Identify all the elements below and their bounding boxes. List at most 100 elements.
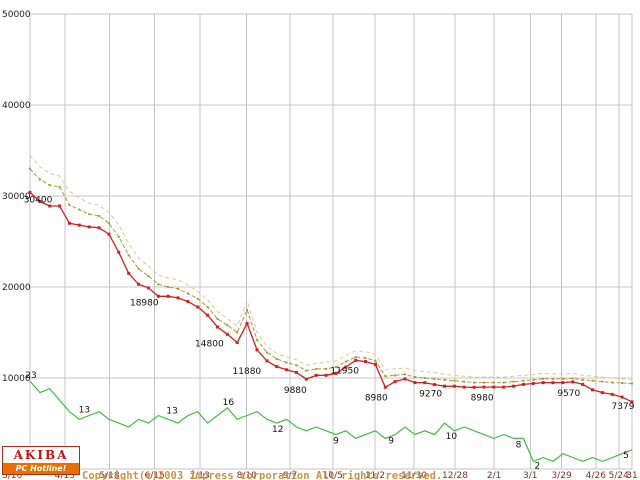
series-marker-solid-red (97, 226, 101, 230)
series-marker-dashed-dark (334, 366, 337, 369)
series-marker-solid-red (38, 200, 42, 203)
x-axis-label: 11/30 (401, 471, 427, 480)
series-marker-dashed-dark (542, 377, 545, 380)
series-marker-dashed-dark (384, 375, 387, 378)
series-marker-solid-red (531, 382, 535, 385)
series-marker-dashed-dark (325, 367, 328, 370)
series-marker-dashed-dark (502, 381, 505, 384)
x-axis-label: 11/2 (365, 471, 385, 480)
series-marker-dashed-dark (275, 357, 278, 360)
x-axis-label: 3/1 (523, 471, 537, 480)
series-marker-dashed-dark (591, 379, 594, 382)
series-marker-dashed-dark (206, 306, 209, 308)
series-marker-dashed-dark (354, 356, 357, 359)
series-marker-solid-red (383, 385, 387, 389)
series-marker-dashed-dark (552, 377, 554, 380)
series-marker-solid-red (275, 365, 279, 369)
y-axis-label: 30000 (2, 192, 31, 202)
series-marker-dashed-dark (453, 379, 456, 382)
series-marker-solid-red (393, 380, 397, 384)
series-marker-dashed-dark (295, 364, 298, 367)
data-label: 9570 (557, 389, 580, 399)
data-label: 11880 (233, 367, 262, 377)
series-marker-dashed-dark (58, 185, 61, 188)
series-marker-solid-red (314, 373, 318, 377)
series-marker-solid-red (245, 321, 249, 325)
series-marker-solid-red (265, 359, 269, 363)
y-axis-label: 50000 (2, 10, 31, 20)
series-marker-dashed-dark (344, 360, 347, 363)
series-marker-dashed-dark (423, 377, 426, 379)
series-marker-solid-red (216, 325, 219, 329)
x-axis-label: 7/13 (190, 471, 210, 480)
series-marker-solid-red (146, 286, 150, 290)
series-marker-solid-red (413, 381, 417, 385)
series-marker-solid-red (77, 223, 81, 227)
series-marker-dashed-dark (236, 331, 239, 334)
series-marker-dashed-dark (147, 275, 150, 278)
series-marker-dashed-dark (98, 215, 101, 217)
series-marker-dashed-dark (177, 287, 179, 290)
series-marker-solid-red (28, 190, 32, 194)
x-axis-label: 8/10 (237, 471, 257, 480)
series-marker-solid-red (196, 305, 200, 309)
series-marker-solid-red (610, 392, 614, 396)
data-label: 9 (388, 437, 394, 447)
series-marker-solid-red (137, 282, 141, 286)
series-marker-dashed-dark (621, 382, 624, 384)
series-line-dashed-dark (29, 168, 633, 384)
series-marker-solid-red (295, 371, 298, 374)
series-marker-solid-red (620, 395, 624, 399)
data-label: 8 (516, 440, 522, 450)
series-marker-solid-red (117, 250, 121, 254)
series-marker-dashed-dark (127, 254, 130, 257)
series-marker-solid-red (364, 360, 367, 364)
series-marker-dashed-dark (413, 376, 416, 379)
series-marker-solid-red (443, 384, 446, 388)
series-marker-dashed-dark (532, 378, 535, 381)
series-marker-solid-red (373, 362, 377, 366)
series-marker-dashed-dark (611, 381, 614, 384)
series-line-solid-red (29, 191, 633, 403)
series-marker-solid-red (452, 384, 456, 388)
series-marker-solid-red (561, 381, 565, 385)
series-marker-dashed-dark (226, 324, 229, 327)
series-marker-dashed-dark (246, 308, 249, 311)
data-label: 18980 (130, 298, 159, 308)
x-axis-label: 5/24 (609, 471, 629, 480)
series-marker-solid-red (255, 348, 259, 352)
data-label: 16 (223, 398, 235, 408)
series-marker-dashed-dark (256, 338, 258, 341)
data-label: 7379 (612, 402, 635, 412)
series-line-green-line (29, 380, 633, 463)
series-marker-solid-red (521, 382, 525, 386)
series-marker-solid-red (48, 204, 52, 208)
x-axis-label: 12/28 (442, 471, 468, 480)
series-marker-solid-red (68, 221, 71, 225)
data-label: 30400 (24, 195, 53, 205)
series-marker-dashed-dark (394, 374, 397, 377)
data-label: 13 (166, 406, 177, 416)
x-axis-label: 5/18 (99, 471, 119, 480)
series-marker-solid-red (571, 380, 575, 384)
series-marker-solid-red (324, 373, 328, 377)
series-marker-dashed-dark (374, 359, 377, 362)
series-marker-dashed-dark (443, 378, 446, 381)
series-marker-dashed-dark (561, 377, 564, 380)
series-marker-dashed-dark (265, 351, 268, 354)
series-marker-solid-red (600, 391, 604, 395)
series-marker-dashed-dark (167, 286, 170, 288)
series-marker-dashed-dark (196, 297, 199, 300)
series-marker-dashed-dark (571, 377, 574, 380)
series-marker-dashed-dark (404, 373, 406, 376)
series-marker-solid-red (462, 385, 466, 389)
x-axis-label: 9/7 (283, 471, 297, 480)
data-label: 10 (446, 432, 458, 442)
series-line-dashed-light (29, 154, 633, 381)
series-marker-dashed-dark (483, 381, 485, 384)
x-axis-label: 10/5 (323, 471, 343, 480)
series-marker-dashed-dark (117, 235, 120, 238)
series-marker-dashed-dark (433, 377, 436, 380)
series-marker-dashed-dark (216, 317, 219, 320)
